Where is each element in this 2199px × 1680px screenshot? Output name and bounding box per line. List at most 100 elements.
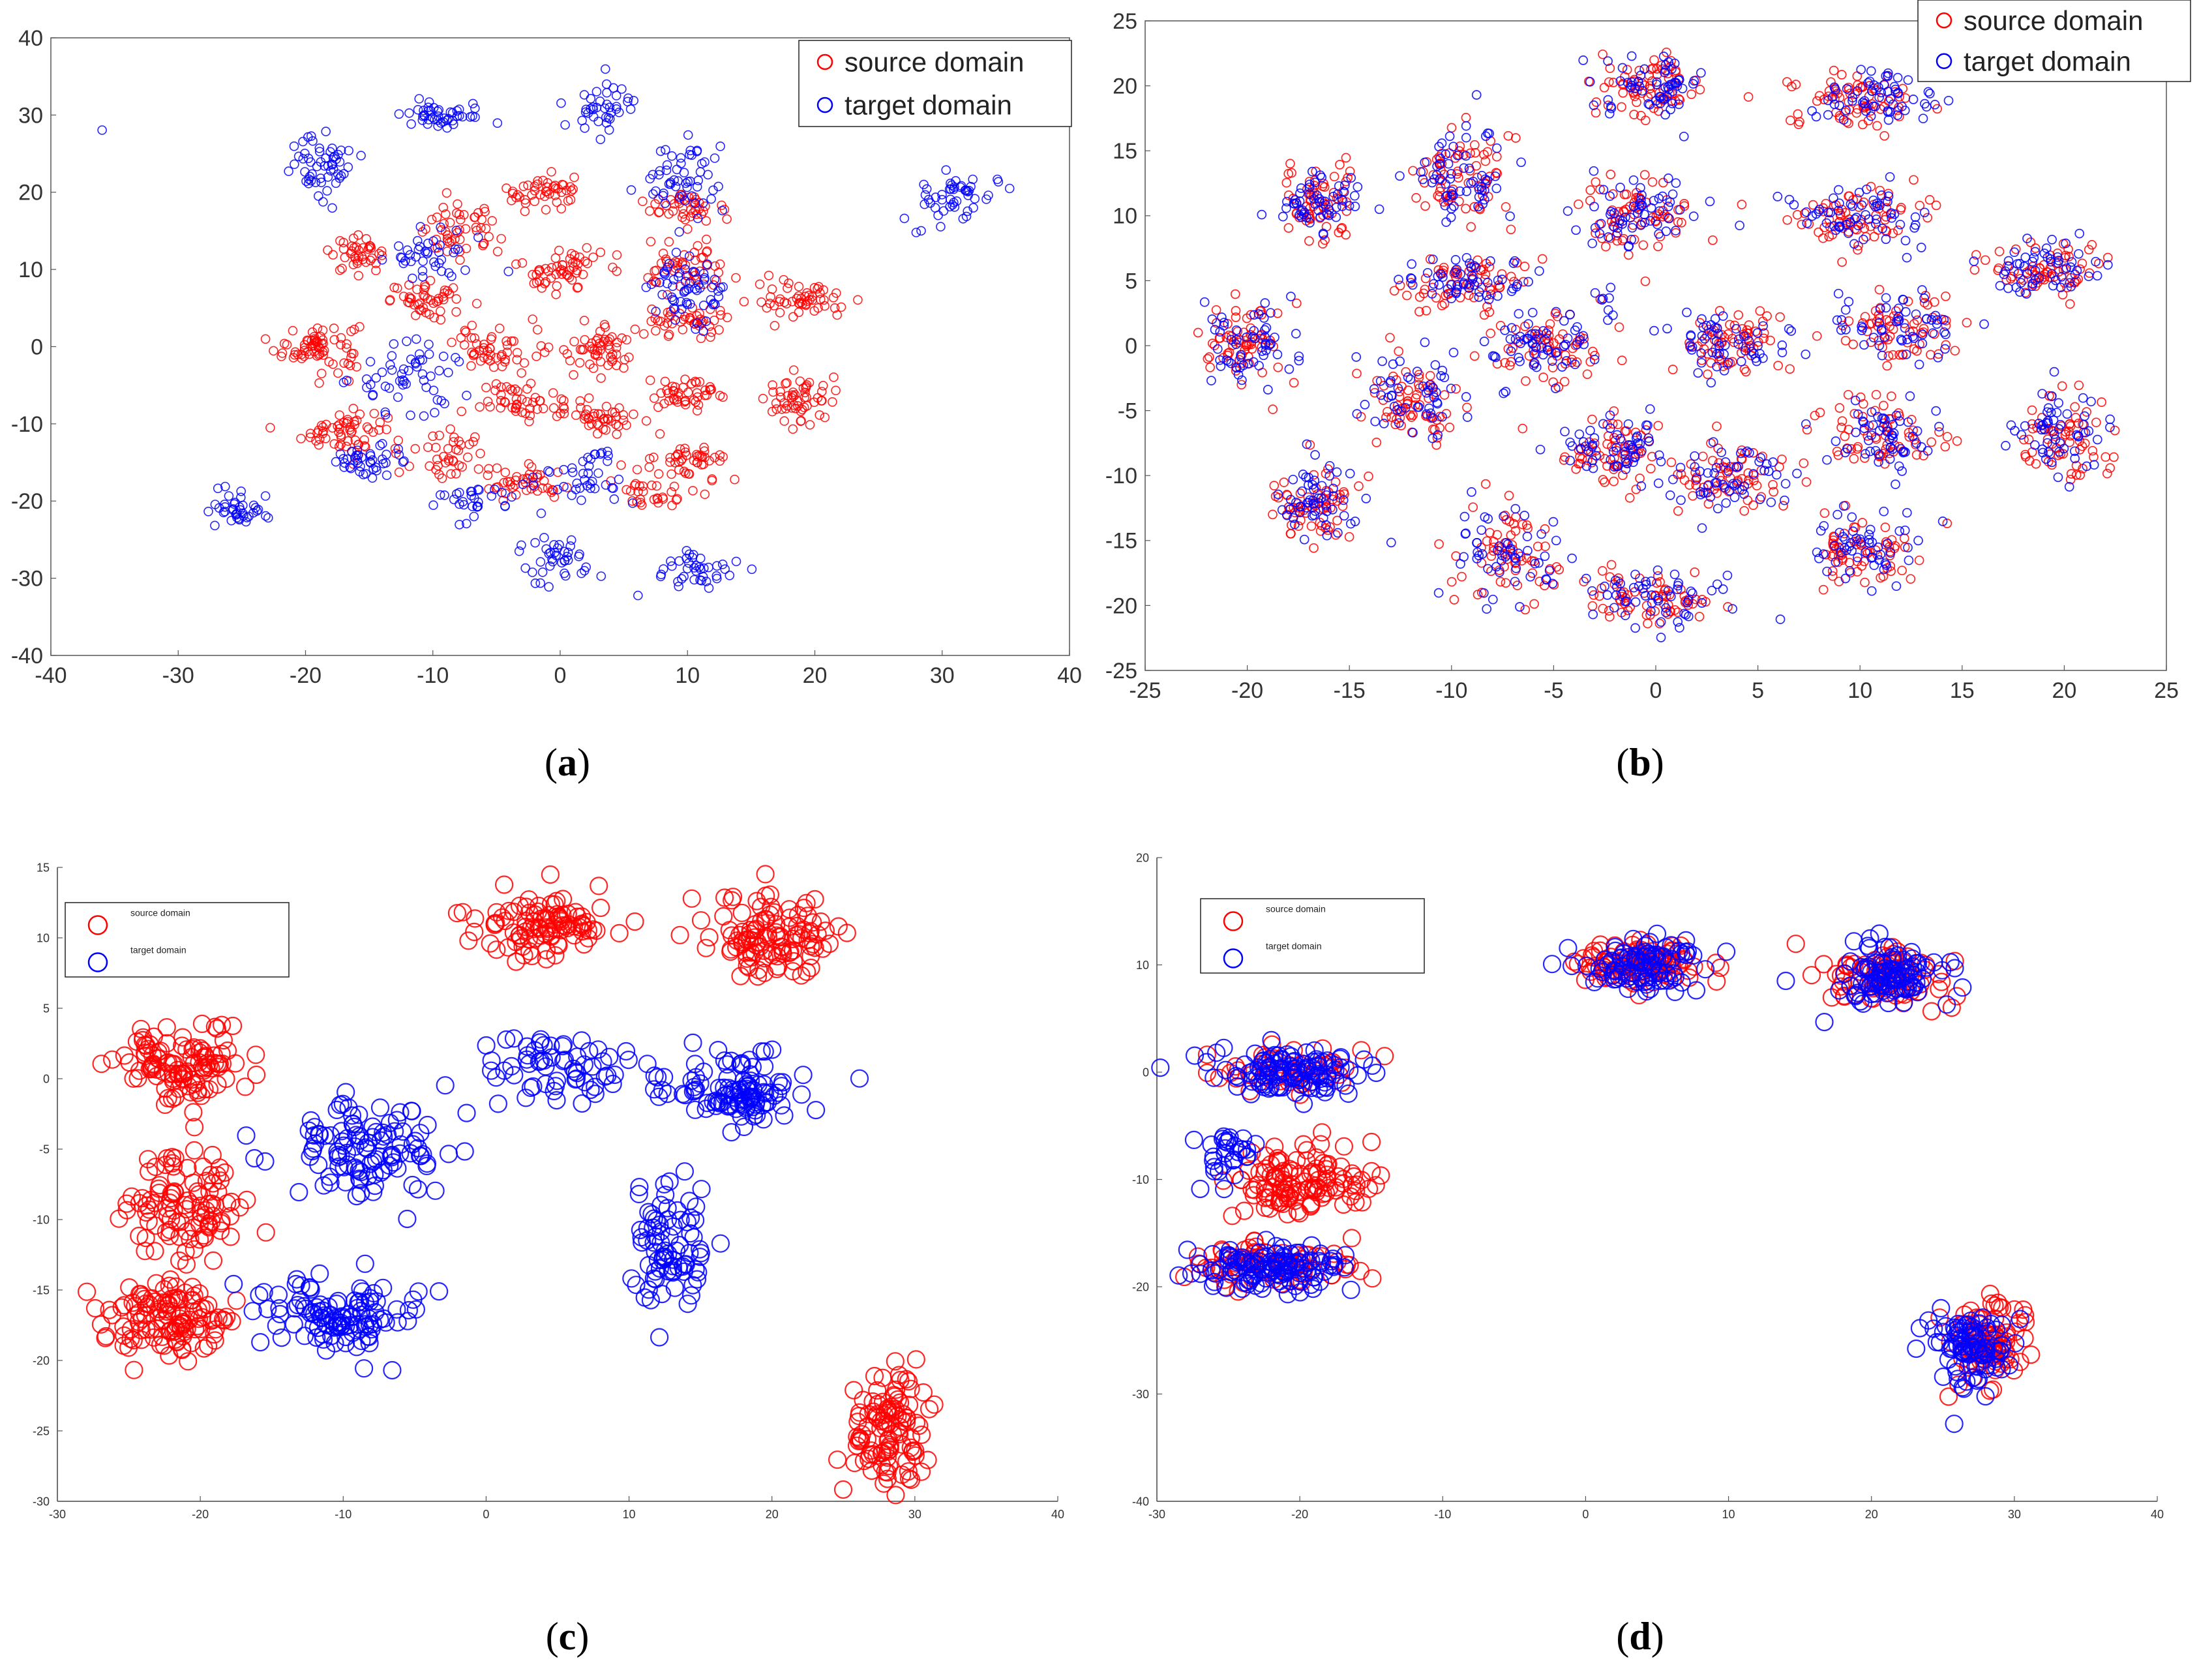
target-point [1664, 84, 1674, 95]
target-point [656, 569, 666, 580]
target-point [1923, 87, 1934, 97]
source-point [133, 1189, 152, 1208]
source-point [342, 339, 352, 349]
target-point [1590, 288, 1600, 298]
source-point [1230, 289, 1240, 299]
source-point [417, 227, 428, 237]
target-point [731, 556, 741, 567]
target-point [543, 466, 553, 476]
target-point [670, 305, 680, 314]
source-point [528, 314, 538, 324]
target-point [473, 232, 483, 243]
target-point [423, 119, 433, 129]
target-point [585, 479, 595, 489]
target-point [1853, 409, 1863, 419]
source-point [162, 1209, 181, 1229]
source-point [235, 1077, 255, 1096]
source-point [470, 333, 480, 343]
target-point [1681, 610, 1691, 620]
source-point [1915, 200, 1925, 211]
source-point [197, 1058, 216, 1077]
target-point [396, 252, 407, 263]
source-point [328, 250, 338, 260]
x-tick-label: -10 [1435, 678, 1467, 703]
target-point [1881, 71, 1891, 81]
source-point [673, 450, 683, 460]
target-point [1261, 345, 1271, 355]
target-point [402, 245, 413, 255]
target-point [1933, 352, 1943, 363]
target-point [1242, 332, 1251, 342]
target-point [1297, 486, 1308, 496]
target-point [1875, 200, 1885, 211]
source-point [638, 329, 649, 339]
source-point [433, 296, 443, 306]
source-point [483, 397, 493, 407]
target-point [1865, 524, 1876, 535]
source-point [1402, 290, 1412, 301]
source-point [553, 184, 563, 194]
target-point [2065, 262, 2076, 272]
source-point [479, 339, 489, 350]
target-point [1719, 365, 1729, 376]
source-point [1500, 357, 1510, 368]
target-point [433, 121, 443, 131]
target-point [380, 382, 391, 391]
source-point [533, 176, 543, 186]
source-point [551, 290, 561, 299]
source-point [532, 325, 543, 335]
source-point [269, 346, 278, 356]
source-point [404, 461, 414, 472]
source-point [1612, 235, 1623, 246]
source-point [1596, 583, 1607, 593]
target-point [1257, 346, 1267, 356]
target-point [1428, 383, 1439, 393]
source-point [788, 424, 798, 434]
target-point [1611, 443, 1621, 453]
target-point [381, 449, 391, 460]
target-point [1834, 222, 1845, 232]
source-point [899, 1469, 919, 1488]
source-point [190, 1230, 209, 1249]
source-point [212, 1044, 231, 1063]
target-point [1669, 569, 1680, 580]
target-point [911, 228, 921, 237]
source-point [912, 1425, 931, 1445]
target-point [1664, 213, 1674, 224]
target-point [1482, 128, 1493, 138]
target-point [1736, 357, 1746, 367]
target-point [1621, 464, 1631, 474]
source-point [1922, 213, 1933, 223]
target-point [1446, 280, 1457, 290]
target-point [1603, 56, 1613, 67]
source-point [629, 409, 638, 419]
source-point [353, 271, 364, 281]
source-point [1886, 391, 1896, 401]
source-point [651, 481, 662, 491]
target-point [651, 186, 661, 196]
source-point [1495, 577, 1506, 587]
target-point [1571, 225, 1581, 235]
target-point [261, 511, 271, 521]
source-point [1454, 196, 1464, 207]
target-point [1604, 293, 1614, 303]
target-point [1931, 406, 1941, 416]
source-point [523, 180, 533, 190]
source-point [1597, 566, 1608, 576]
target-point [1479, 194, 1489, 205]
source-point [1210, 340, 1219, 350]
source-point [334, 442, 344, 452]
source-point [798, 299, 807, 309]
source-point [120, 1053, 139, 1072]
source-point [576, 402, 586, 413]
target-point [1825, 207, 1836, 218]
target-point [1851, 427, 1861, 438]
source-point [486, 334, 496, 344]
target-point [1910, 212, 1921, 222]
source-point [706, 332, 715, 342]
source-point [1882, 361, 1892, 371]
source-point [599, 320, 610, 330]
source-point [132, 1330, 151, 1349]
source-point [788, 365, 799, 375]
target-point [1697, 314, 1707, 324]
